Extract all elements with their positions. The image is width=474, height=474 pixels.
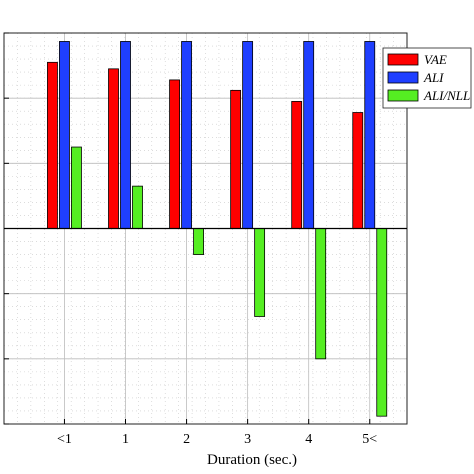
x-tick-label: 2 (183, 432, 190, 447)
legend: VAE ALI ALI/NLL (382, 47, 472, 109)
bar-ali-5 (364, 41, 376, 229)
legend-label: ALI/NLL (423, 88, 470, 103)
legend-label: ALI (423, 70, 444, 85)
bar-ali-4 (303, 41, 315, 229)
x-tick-labels: <1 1 2 3 4 5< (57, 432, 377, 447)
bar-ali-nll-3 (254, 228, 266, 317)
x-axis-label: Duration (sec.) (207, 452, 297, 468)
bar-ali-3 (242, 41, 254, 229)
axes (3, 32, 408, 425)
bar-ali-nll-2 (193, 228, 204, 255)
bar-ali-nll-0 (71, 146, 82, 229)
bar-vae-3 (230, 89, 242, 229)
legend-swatch (387, 71, 419, 84)
legend-swatch (387, 89, 419, 102)
x-tick-label: 1 (122, 432, 129, 447)
x-tick-label: 3 (244, 432, 251, 447)
bar-ali-2 (181, 41, 192, 229)
bar-ali-0 (59, 41, 70, 229)
bar-vae-5 (352, 112, 364, 229)
bar-ali-nll-4 (315, 228, 327, 360)
bar-vae-4 (291, 101, 303, 229)
bar-vae-1 (108, 68, 119, 229)
bar-ali-nll-5 (376, 228, 388, 417)
bar-ali-1 (120, 41, 131, 229)
legend-label: VAE (424, 52, 447, 67)
x-tick-label: 5< (362, 432, 377, 447)
bar-ali-nll-1 (132, 185, 143, 229)
legend-swatch (387, 53, 419, 66)
bar-vae-2 (169, 79, 180, 229)
x-tick-label: 4 (305, 432, 312, 447)
x-tick-label: <1 (57, 432, 72, 447)
bar-vae-0 (47, 61, 58, 229)
